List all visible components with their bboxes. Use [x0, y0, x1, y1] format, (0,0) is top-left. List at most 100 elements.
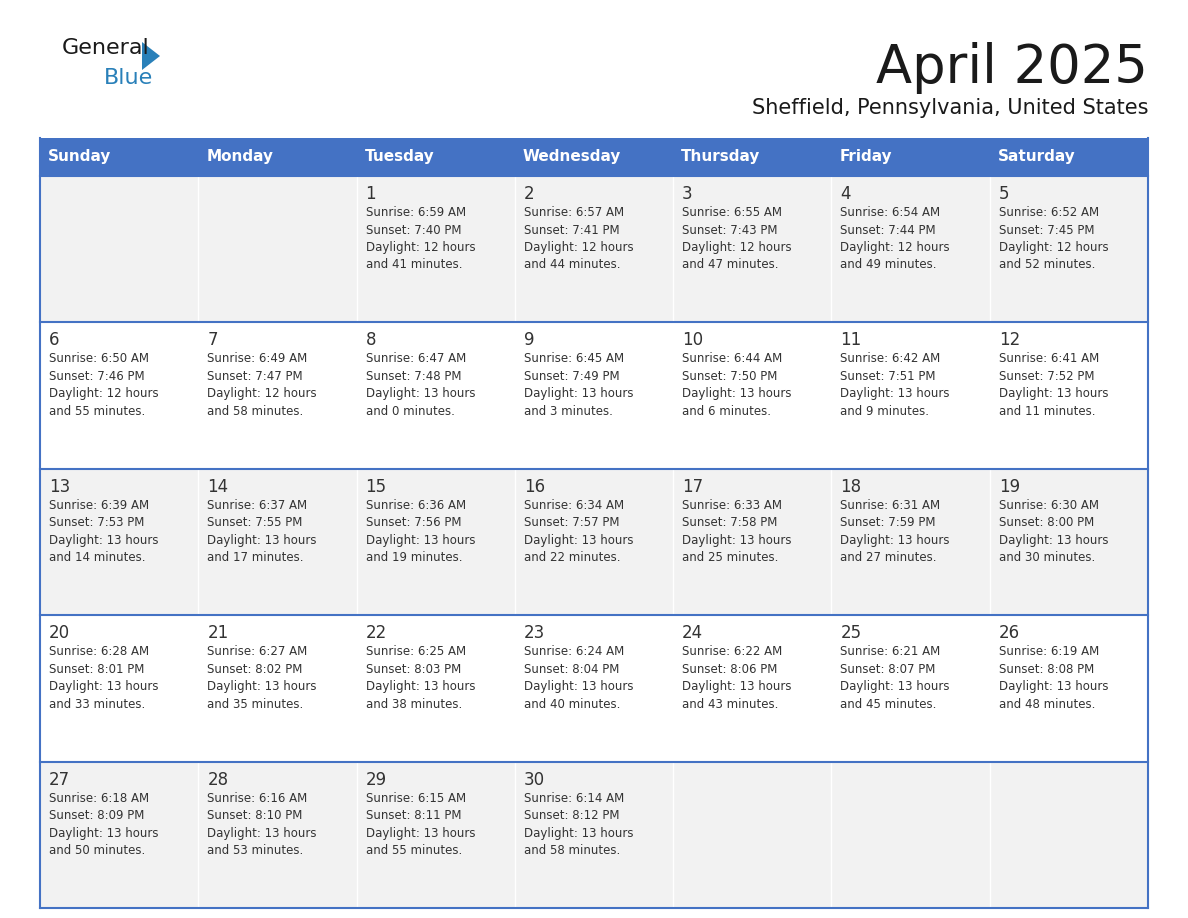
Bar [514, 138, 674, 176]
Text: and 58 minutes.: and 58 minutes. [524, 844, 620, 857]
Text: Sunrise: 6:50 AM: Sunrise: 6:50 AM [49, 353, 148, 365]
Text: Daylight: 12 hours: Daylight: 12 hours [840, 241, 950, 254]
Text: 23: 23 [524, 624, 545, 643]
Text: Daylight: 13 hours: Daylight: 13 hours [999, 387, 1108, 400]
Text: 12: 12 [999, 331, 1020, 350]
Text: 27: 27 [49, 770, 70, 789]
Text: Daylight: 13 hours: Daylight: 13 hours [999, 533, 1108, 547]
Text: Saturday: Saturday [998, 150, 1075, 164]
Text: and 52 minutes.: and 52 minutes. [999, 259, 1095, 272]
Text: 16: 16 [524, 477, 545, 496]
Text: Sunrise: 6:30 AM: Sunrise: 6:30 AM [999, 498, 1099, 512]
Text: Sunset: 7:45 PM: Sunset: 7:45 PM [999, 223, 1094, 237]
Text: Daylight: 13 hours: Daylight: 13 hours [524, 826, 633, 840]
Text: 9: 9 [524, 331, 535, 350]
Text: Sunrise: 6:34 AM: Sunrise: 6:34 AM [524, 498, 624, 512]
Text: and 3 minutes.: and 3 minutes. [524, 405, 613, 418]
Text: 14: 14 [207, 477, 228, 496]
Text: Sunset: 7:44 PM: Sunset: 7:44 PM [840, 223, 936, 237]
Text: Sunset: 8:02 PM: Sunset: 8:02 PM [207, 663, 303, 676]
Text: Daylight: 13 hours: Daylight: 13 hours [524, 533, 633, 547]
Text: Daylight: 13 hours: Daylight: 13 hours [207, 533, 317, 547]
Text: Daylight: 13 hours: Daylight: 13 hours [999, 680, 1108, 693]
Text: and 40 minutes.: and 40 minutes. [524, 698, 620, 711]
Text: Sunset: 8:06 PM: Sunset: 8:06 PM [682, 663, 777, 676]
Text: 21: 21 [207, 624, 228, 643]
Text: Daylight: 13 hours: Daylight: 13 hours [366, 826, 475, 840]
Text: Sunset: 8:09 PM: Sunset: 8:09 PM [49, 809, 145, 823]
Text: 3: 3 [682, 185, 693, 203]
Text: Sunrise: 6:44 AM: Sunrise: 6:44 AM [682, 353, 783, 365]
Text: Sunset: 8:03 PM: Sunset: 8:03 PM [366, 663, 461, 676]
Text: and 53 minutes.: and 53 minutes. [207, 844, 304, 857]
Bar [990, 138, 1148, 176]
Text: General: General [62, 38, 150, 58]
Text: Sunset: 7:55 PM: Sunset: 7:55 PM [207, 516, 303, 530]
Text: Daylight: 13 hours: Daylight: 13 hours [49, 680, 158, 693]
Text: Daylight: 12 hours: Daylight: 12 hours [682, 241, 791, 254]
Text: Sunrise: 6:45 AM: Sunrise: 6:45 AM [524, 353, 624, 365]
Text: Daylight: 13 hours: Daylight: 13 hours [49, 826, 158, 840]
Text: Sunrise: 6:15 AM: Sunrise: 6:15 AM [366, 791, 466, 804]
Text: Sunset: 7:52 PM: Sunset: 7:52 PM [999, 370, 1094, 383]
Text: 8: 8 [366, 331, 377, 350]
Text: Sunset: 8:07 PM: Sunset: 8:07 PM [840, 663, 936, 676]
Text: Daylight: 12 hours: Daylight: 12 hours [366, 241, 475, 254]
Text: Sunrise: 6:33 AM: Sunrise: 6:33 AM [682, 498, 782, 512]
Text: Sunrise: 6:41 AM: Sunrise: 6:41 AM [999, 353, 1099, 365]
Text: Sunrise: 6:55 AM: Sunrise: 6:55 AM [682, 206, 782, 219]
Text: Daylight: 12 hours: Daylight: 12 hours [524, 241, 633, 254]
Text: Sheffield, Pennsylvania, United States: Sheffield, Pennsylvania, United States [752, 98, 1148, 118]
Text: and 11 minutes.: and 11 minutes. [999, 405, 1095, 418]
Text: Daylight: 13 hours: Daylight: 13 hours [840, 680, 950, 693]
Text: Daylight: 13 hours: Daylight: 13 hours [524, 387, 633, 400]
Text: Sunset: 7:50 PM: Sunset: 7:50 PM [682, 370, 777, 383]
Text: Sunset: 7:51 PM: Sunset: 7:51 PM [840, 370, 936, 383]
Text: and 55 minutes.: and 55 minutes. [366, 844, 462, 857]
Text: and 19 minutes.: and 19 minutes. [366, 552, 462, 565]
Bar [674, 138, 832, 176]
Text: Sunrise: 6:18 AM: Sunrise: 6:18 AM [49, 791, 150, 804]
Text: Sunset: 7:47 PM: Sunset: 7:47 PM [207, 370, 303, 383]
Text: Sunset: 8:10 PM: Sunset: 8:10 PM [207, 809, 303, 823]
Text: 2: 2 [524, 185, 535, 203]
Text: Daylight: 12 hours: Daylight: 12 hours [999, 241, 1108, 254]
Text: Monday: Monday [207, 150, 273, 164]
Text: 17: 17 [682, 477, 703, 496]
Text: Sunrise: 6:42 AM: Sunrise: 6:42 AM [840, 353, 941, 365]
Text: Sunrise: 6:25 AM: Sunrise: 6:25 AM [366, 645, 466, 658]
Text: and 41 minutes.: and 41 minutes. [366, 259, 462, 272]
Text: 24: 24 [682, 624, 703, 643]
Text: 26: 26 [999, 624, 1019, 643]
Text: Sunset: 7:48 PM: Sunset: 7:48 PM [366, 370, 461, 383]
Text: 11: 11 [840, 331, 861, 350]
Text: Sunrise: 6:21 AM: Sunrise: 6:21 AM [840, 645, 941, 658]
Text: Daylight: 13 hours: Daylight: 13 hours [840, 533, 950, 547]
Text: Daylight: 13 hours: Daylight: 13 hours [366, 680, 475, 693]
Text: 15: 15 [366, 477, 387, 496]
Text: Sunset: 7:58 PM: Sunset: 7:58 PM [682, 516, 777, 530]
Text: and 55 minutes.: and 55 minutes. [49, 405, 145, 418]
Text: 19: 19 [999, 477, 1019, 496]
Bar [40, 762, 1148, 908]
Text: Sunrise: 6:22 AM: Sunrise: 6:22 AM [682, 645, 783, 658]
Text: Daylight: 13 hours: Daylight: 13 hours [366, 387, 475, 400]
Text: and 22 minutes.: and 22 minutes. [524, 552, 620, 565]
Text: Thursday: Thursday [681, 150, 760, 164]
Polygon shape [143, 42, 160, 70]
Text: Sunrise: 6:16 AM: Sunrise: 6:16 AM [207, 791, 308, 804]
Text: April 2025: April 2025 [876, 42, 1148, 94]
Text: Friday: Friday [840, 150, 892, 164]
Bar [198, 138, 356, 176]
Text: Daylight: 13 hours: Daylight: 13 hours [49, 533, 158, 547]
Bar [356, 138, 514, 176]
Text: and 33 minutes.: and 33 minutes. [49, 698, 145, 711]
Text: and 47 minutes.: and 47 minutes. [682, 259, 778, 272]
Text: Daylight: 13 hours: Daylight: 13 hours [682, 680, 791, 693]
Text: Sunrise: 6:47 AM: Sunrise: 6:47 AM [366, 353, 466, 365]
Text: Sunrise: 6:37 AM: Sunrise: 6:37 AM [207, 498, 308, 512]
Text: Sunset: 7:59 PM: Sunset: 7:59 PM [840, 516, 936, 530]
Text: Sunrise: 6:19 AM: Sunrise: 6:19 AM [999, 645, 1099, 658]
Text: 28: 28 [207, 770, 228, 789]
Text: Daylight: 13 hours: Daylight: 13 hours [207, 826, 317, 840]
